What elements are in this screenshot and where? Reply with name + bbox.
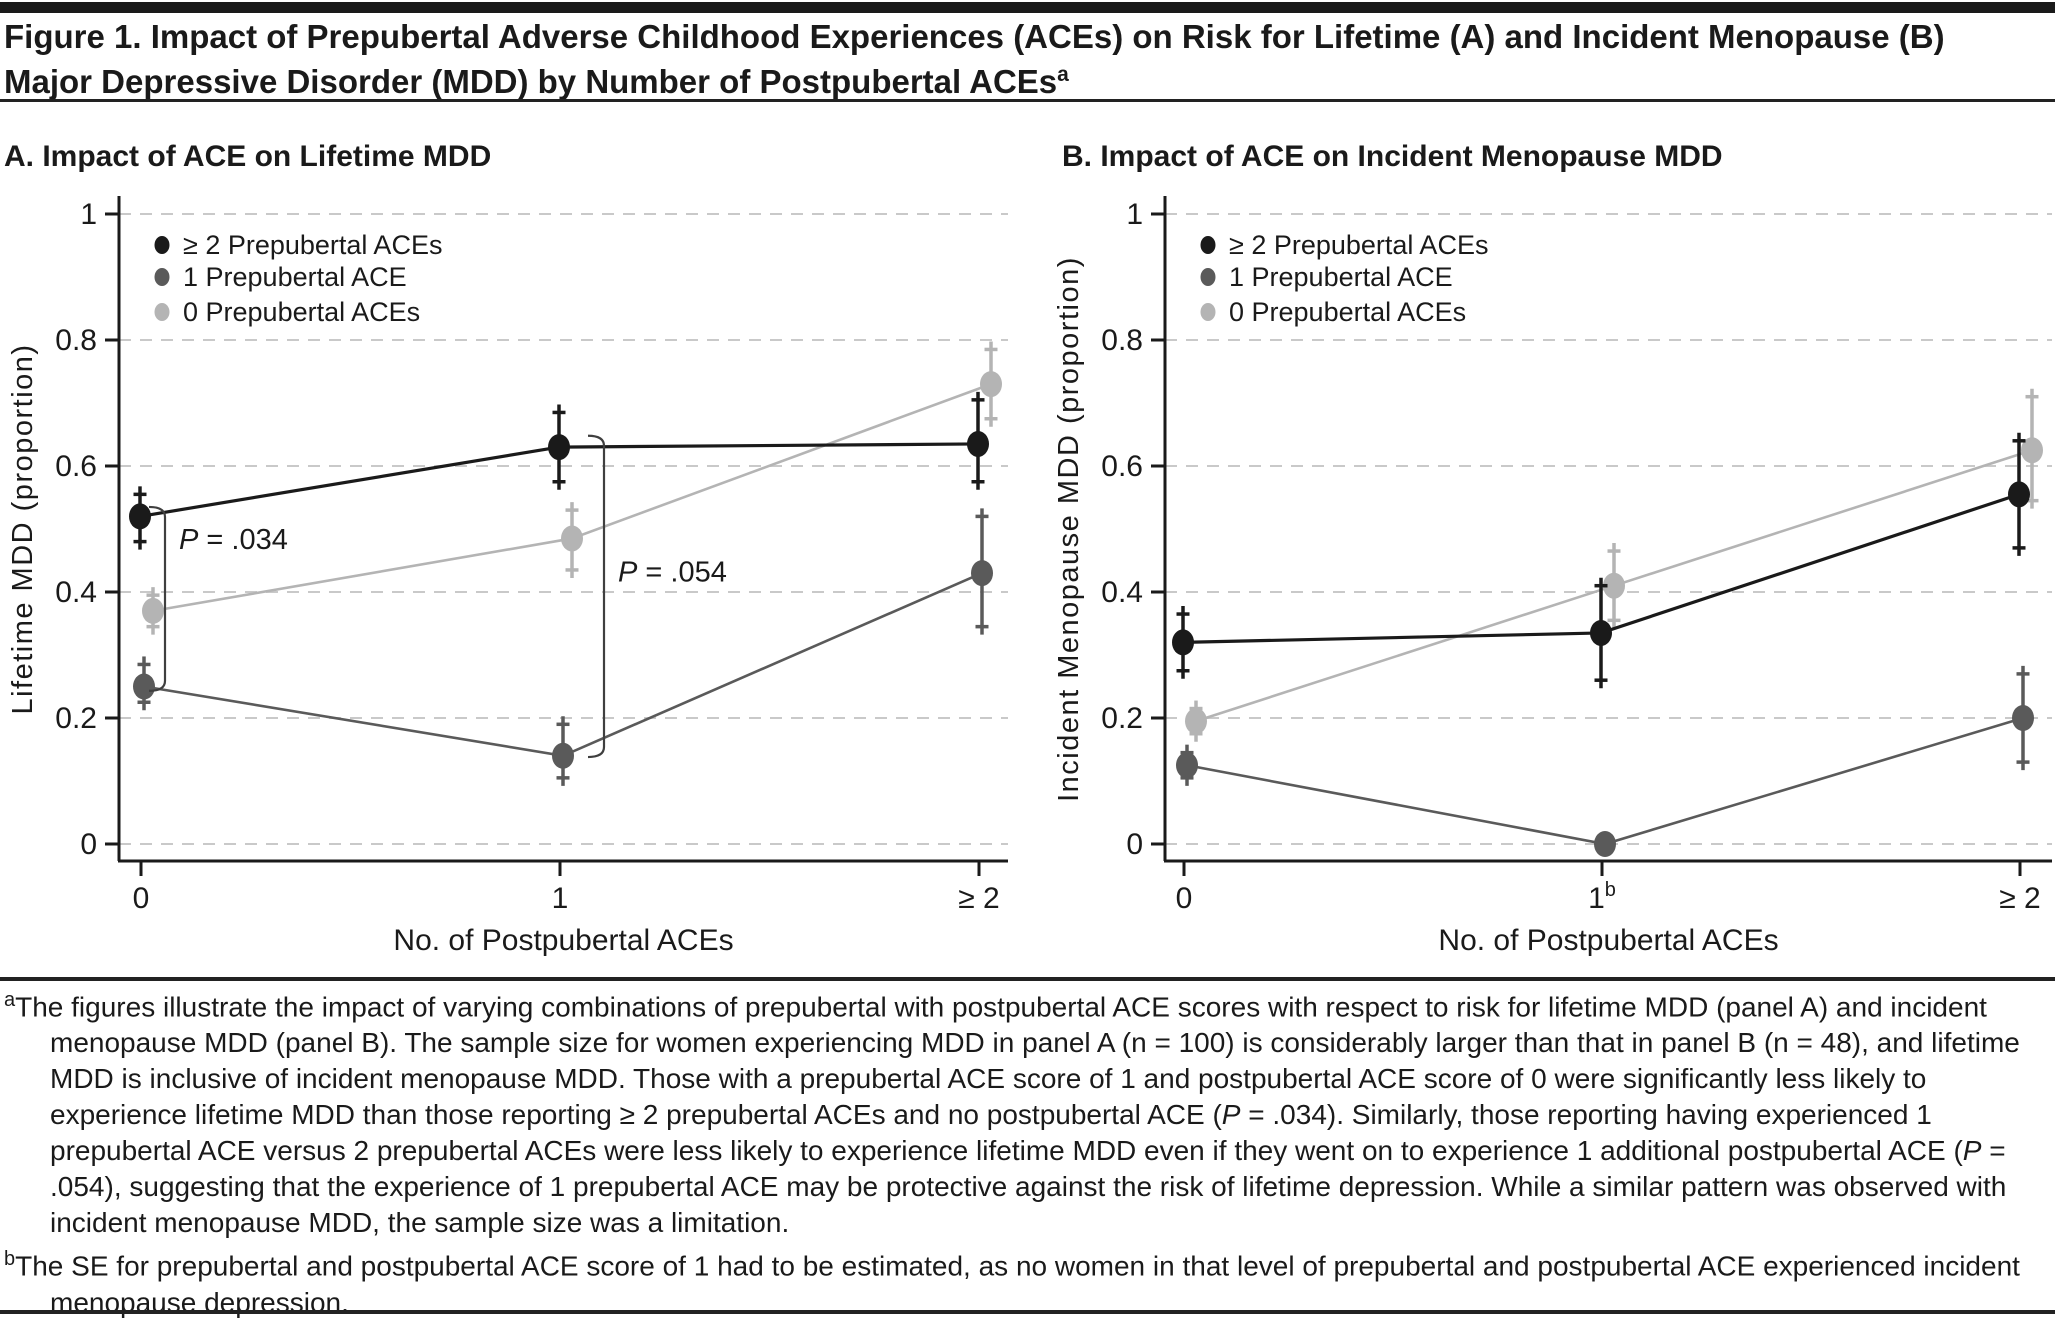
footnote-a: aThe figures illustrate the impact of va… — [4, 982, 2048, 1241]
data-point — [1594, 831, 1616, 857]
footnotes: aThe figures illustrate the impact of va… — [4, 982, 2048, 1321]
legend-label: 1 Prepubertal ACE — [1229, 262, 1453, 292]
data-point — [1590, 619, 1612, 646]
y-tick-label: 0.4 — [1101, 576, 1143, 609]
y-tick-label: 0.6 — [1101, 450, 1143, 483]
legend-marker — [1200, 236, 1216, 254]
top-rule — [0, 2, 2055, 13]
x-tick-label: ≥ 2 — [958, 882, 999, 915]
legend-marker — [1200, 268, 1216, 286]
footnote-a-text: The figures illustrate the impact of var… — [15, 991, 2020, 1239]
x-tick-label: 0 — [133, 882, 150, 915]
y-tick-label: 0 — [1126, 828, 1143, 861]
data-point — [1185, 708, 1207, 735]
x-tick-label: ≥ 2 — [1999, 882, 2040, 915]
charts-canvas: 0 0.2 0.4 0.6 0.8 1 0 1 ≥ 2 No. of Postpubertal A… — [7, 196, 2052, 957]
footnote-b-marker: b — [4, 1248, 16, 1271]
data-point — [561, 525, 583, 552]
significance-bracket — [148, 505, 167, 693]
data-point — [980, 371, 1002, 398]
data-point — [971, 560, 993, 587]
legend-marker — [154, 236, 170, 254]
data-point — [1172, 629, 1194, 656]
p-value-label: P = .054 — [618, 556, 727, 588]
footnote-b: bThe SE for prepubertal and postpubertal… — [4, 1241, 2048, 1320]
y-tick-label: 0.6 — [55, 450, 97, 483]
y-tick-label: 1 — [80, 198, 97, 231]
panel-a-title: A. Impact of ACE on Lifetime MDD — [4, 140, 492, 173]
footnote-b-text: The SE for prepubertal and postpubertal … — [15, 1250, 2020, 1318]
y-tick-label: 0 — [80, 828, 97, 861]
data-point — [2012, 705, 2034, 731]
footnote-divider-rule — [0, 977, 2055, 981]
data-point — [1603, 572, 1625, 599]
data-point — [1176, 752, 1198, 779]
data-point — [967, 430, 989, 457]
data-point — [129, 503, 151, 530]
data-point — [2021, 437, 2043, 464]
y-tick-label: 0.2 — [55, 702, 97, 735]
data-point — [552, 742, 574, 769]
legend-label: ≥ 2 Prepubertal ACEs — [183, 230, 442, 260]
x-axis-title: No. of Postpubertal ACEs — [393, 924, 733, 957]
panel-b-title: B. Impact of ACE on Incident Menopause M… — [1062, 140, 1723, 173]
chart-panel-b: 0 0.2 0.4 0.6 0.8 1 0 1b ≥ 2 No. of Postpubertal … — [1053, 196, 2052, 957]
figure-title-superscript: a — [1057, 63, 1069, 86]
data-point — [548, 434, 570, 461]
data-point — [133, 673, 155, 700]
significance-bracket — [587, 434, 606, 759]
legend-label: 1 Prepubertal ACE — [183, 262, 407, 292]
figure-title-line2: Major Depressive Disorder (MDD) by Numbe… — [4, 63, 1058, 100]
x-tick-label: 1 — [552, 882, 569, 915]
figure-title: Figure 1. Impact of Prepubertal Adverse … — [4, 18, 2048, 101]
legend-label: 0 Prepubertal ACEs — [183, 297, 420, 327]
data-point — [142, 597, 164, 624]
legend-label: 0 Prepubertal ACEs — [1229, 297, 1466, 327]
y-tick-label: 0.8 — [55, 324, 97, 357]
x-tick-label: 1b — [1588, 879, 1616, 915]
y-tick-label: 1 — [1126, 198, 1143, 231]
y-tick-label: 0.2 — [1101, 702, 1143, 735]
data-point — [2008, 481, 2030, 508]
chart-panel-a: 0 0.2 0.4 0.6 0.8 1 0 1 ≥ 2 No. of Postpubertal A… — [7, 196, 1008, 957]
x-tick-label: 0 — [1176, 882, 1193, 915]
footnote-a-marker: a — [4, 989, 16, 1011]
legend-label: ≥ 2 Prepubertal ACEs — [1229, 230, 1488, 260]
figure-title-line1: Figure 1. Impact of Prepubertal Adverse … — [4, 18, 1945, 55]
title-divider-rule — [0, 99, 2055, 102]
legend-marker — [154, 268, 170, 286]
series-line — [1186, 716, 2024, 846]
p-value-label: P = .034 — [179, 524, 288, 556]
bottom-rule — [0, 1310, 2055, 1314]
legend-marker — [154, 303, 170, 321]
y-tick-label: 0.4 — [55, 576, 97, 609]
x-axis-title: No. of Postpubertal ACEs — [1438, 924, 1778, 957]
y-axis-title: Incident Menopause MDD (proportion) — [1053, 256, 1085, 802]
y-tick-label: 0.8 — [1101, 324, 1143, 357]
legend-marker — [1200, 303, 1216, 321]
y-axis-title: Lifetime MDD (proportion) — [7, 343, 39, 714]
